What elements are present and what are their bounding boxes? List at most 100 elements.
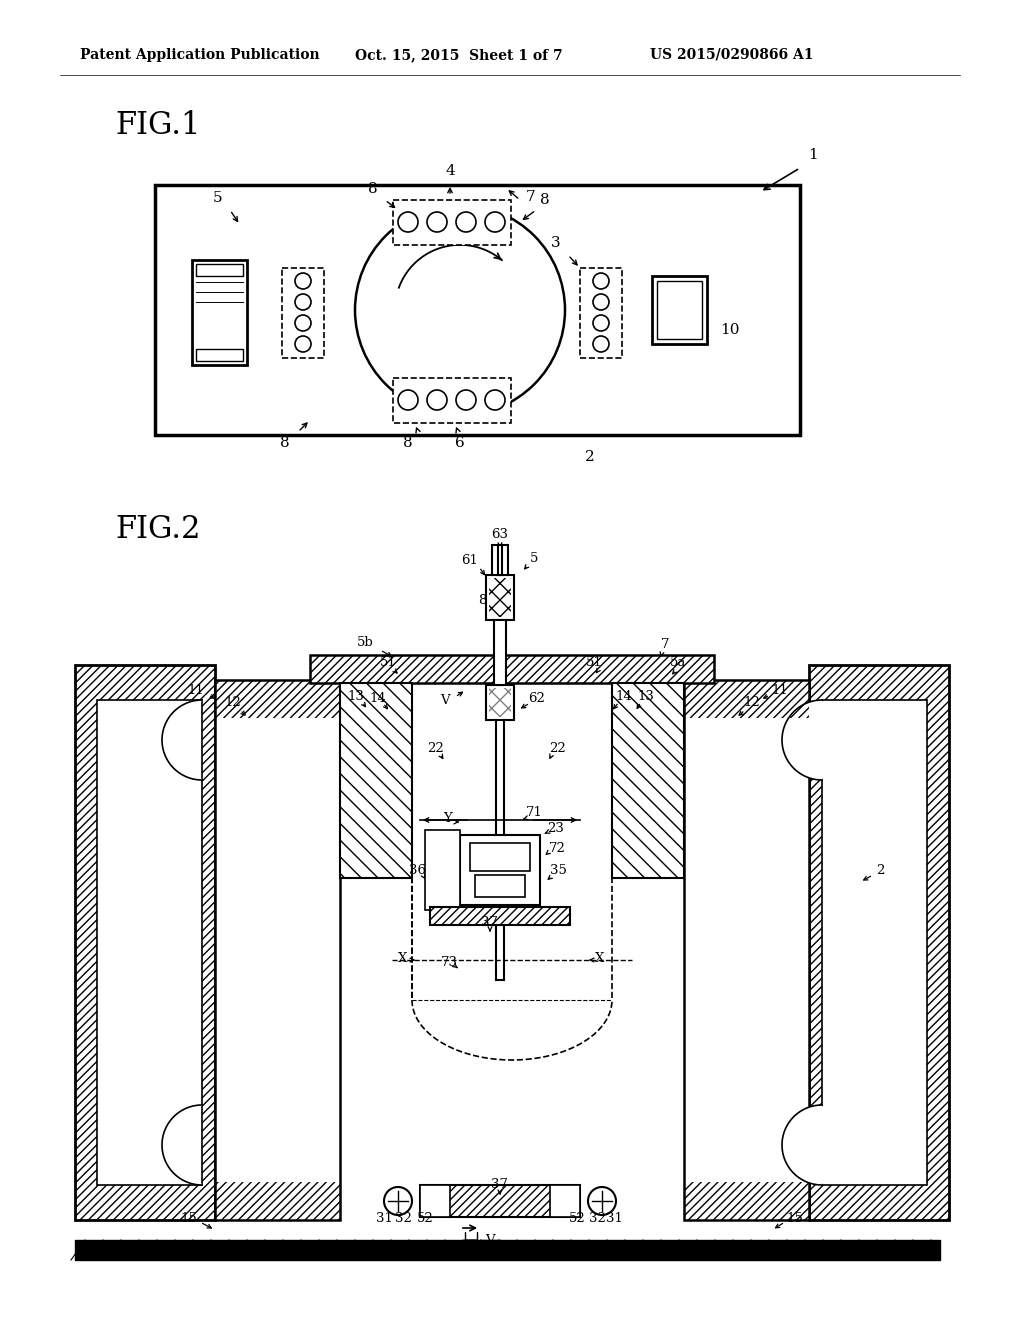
Circle shape [593,273,609,289]
Bar [657,281,702,339]
Bar [612,682,684,878]
Text: 23: 23 [548,821,564,834]
Text: 37: 37 [481,916,499,928]
Text: 12: 12 [224,697,242,710]
Bar [489,688,511,717]
Text: Oct. 15, 2015  Sheet 1 of 7: Oct. 15, 2015 Sheet 1 of 7 [355,48,562,62]
Circle shape [456,389,476,411]
Text: 11: 11 [772,684,788,697]
Text: 52: 52 [568,1212,586,1225]
Circle shape [295,315,311,331]
Bar [809,665,949,1220]
Text: X: X [398,952,408,965]
Bar [215,680,340,1220]
Bar [196,264,243,276]
Text: 62: 62 [528,692,546,705]
Circle shape [295,273,311,289]
Text: 10: 10 [720,323,739,337]
Bar [489,578,511,616]
Bar [822,700,927,1185]
Text: 22: 22 [427,742,443,755]
Circle shape [427,389,447,411]
Polygon shape [782,700,862,780]
Bar [494,620,506,685]
Text: 6: 6 [455,436,465,450]
Text: X: X [595,952,605,965]
Text: FIG.2: FIG.2 [115,515,201,545]
Circle shape [485,389,505,411]
Text: 37: 37 [492,1179,509,1192]
Bar [282,268,324,358]
Text: V: V [485,1233,495,1246]
Text: 5: 5 [529,552,539,565]
Circle shape [456,213,476,232]
Bar [420,1185,580,1217]
Circle shape [398,389,418,411]
Bar [430,907,570,925]
Text: Patent Application Publication: Patent Application Publication [80,48,319,62]
Bar [684,680,809,718]
Text: 7: 7 [526,190,536,205]
Text: US 2015/0290866 A1: US 2015/0290866 A1 [650,48,813,62]
Text: 72: 72 [549,842,565,854]
Text: 5b: 5b [356,636,374,649]
Text: 8: 8 [540,193,550,207]
Text: 61: 61 [462,553,478,566]
Bar [393,201,511,246]
Bar [420,1185,450,1217]
Text: 15: 15 [180,1212,198,1225]
Text: 31: 31 [376,1212,392,1225]
Bar [393,378,511,422]
Text: 13: 13 [347,690,365,704]
Bar [193,260,247,366]
Text: 8: 8 [369,182,378,195]
Circle shape [593,337,609,352]
Text: 8: 8 [403,436,413,450]
Text: 7: 7 [660,639,670,652]
Bar [75,665,215,1220]
Text: 12: 12 [743,697,761,710]
Text: 2: 2 [876,863,884,876]
Text: 5: 5 [212,191,222,205]
Text: 51: 51 [380,656,396,669]
Text: 32: 32 [589,1212,605,1225]
Text: 1: 1 [808,148,818,162]
Bar [340,682,412,878]
Bar [475,875,525,898]
Text: 15: 15 [786,1212,804,1225]
Text: 73: 73 [440,956,458,969]
Circle shape [427,213,447,232]
Bar [652,276,707,345]
Bar [486,576,514,620]
Bar [550,1185,580,1217]
Bar [580,268,622,358]
Bar [492,545,508,576]
Text: 52: 52 [417,1212,433,1225]
Bar [310,655,714,682]
Text: 35: 35 [550,863,566,876]
Text: 14: 14 [615,690,633,704]
Circle shape [384,1187,412,1214]
Circle shape [588,1187,616,1214]
Text: 5a: 5a [670,656,686,669]
Polygon shape [782,1105,862,1185]
Text: 36: 36 [410,863,427,876]
Circle shape [485,213,505,232]
Text: 8: 8 [281,436,290,450]
Bar [684,1181,809,1220]
Text: 2: 2 [585,450,595,465]
Circle shape [398,213,418,232]
Circle shape [593,315,609,331]
Text: V: V [440,693,450,706]
Bar [470,843,530,871]
Text: 71: 71 [525,805,543,818]
Circle shape [593,294,609,310]
Text: Y: Y [443,812,453,825]
Text: 4: 4 [445,164,455,178]
Bar [420,1185,580,1217]
Bar [430,907,570,925]
Text: FIG.1: FIG.1 [115,110,201,140]
Bar [155,185,800,436]
Text: 32: 32 [394,1212,412,1225]
Bar [196,348,243,360]
